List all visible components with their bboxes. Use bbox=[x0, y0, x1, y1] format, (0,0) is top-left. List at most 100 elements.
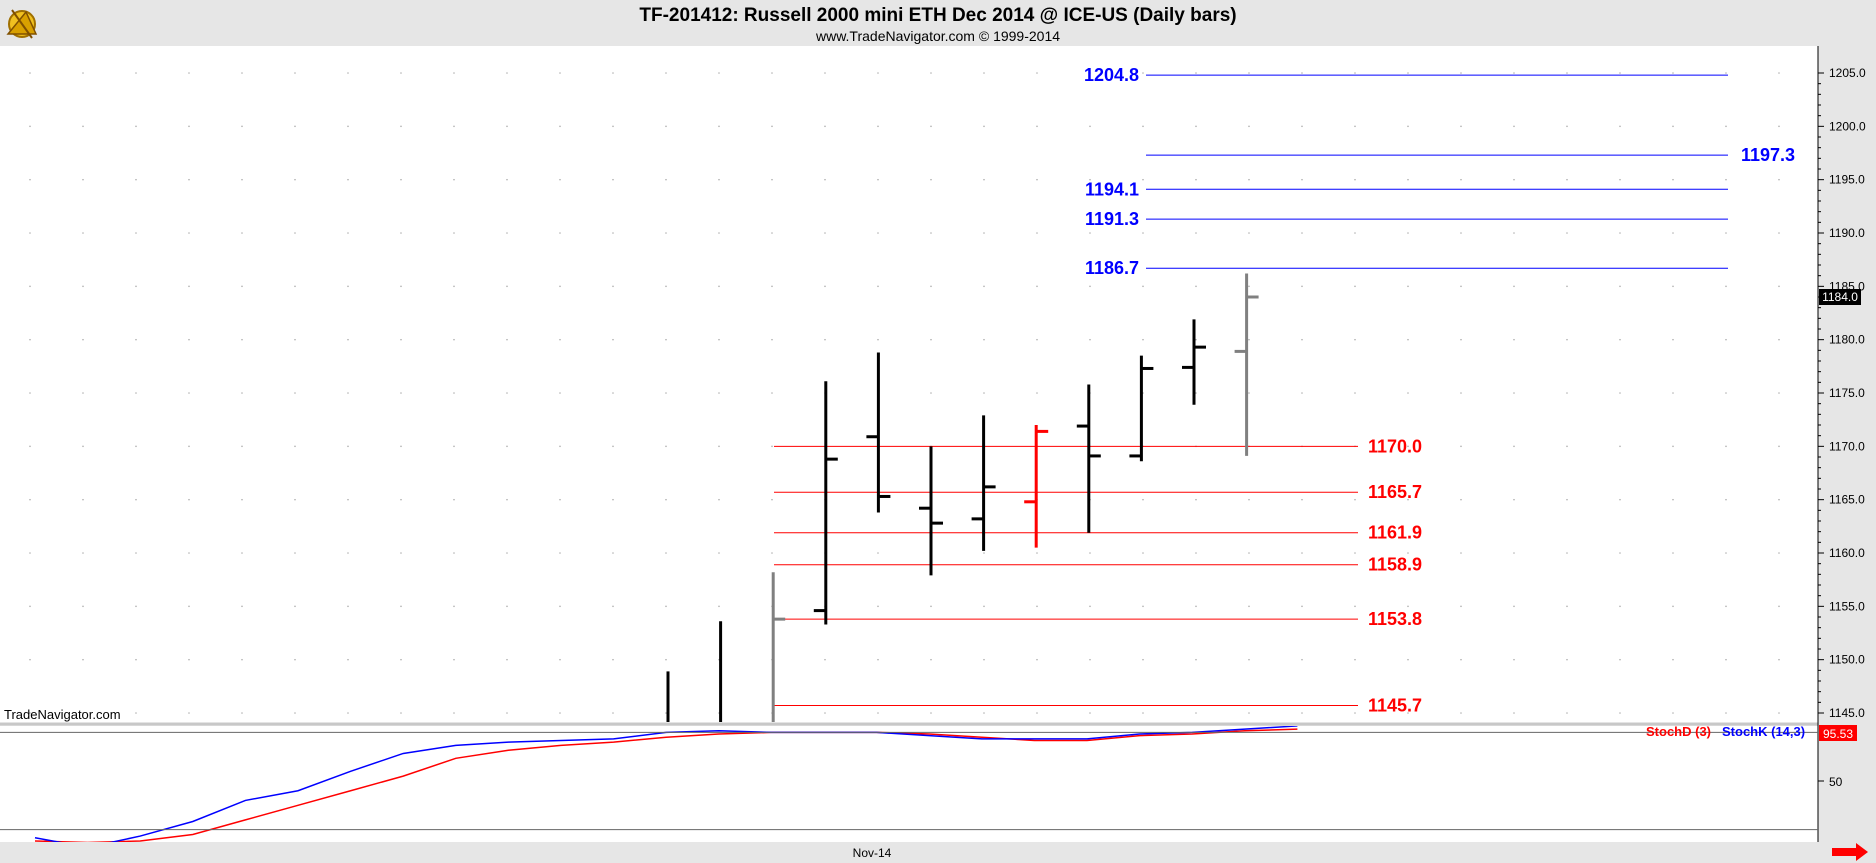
ohlc-bar bbox=[1024, 425, 1049, 548]
grid-dot bbox=[1407, 658, 1409, 661]
grid-dot bbox=[983, 605, 985, 608]
grid-dot bbox=[1672, 338, 1674, 341]
grid-dot bbox=[1460, 125, 1462, 128]
grid-dot bbox=[82, 552, 84, 554]
grid-dot bbox=[506, 445, 508, 448]
grid-dot bbox=[1672, 658, 1674, 661]
grid-dot bbox=[1778, 178, 1780, 181]
grid-dot bbox=[1725, 178, 1727, 181]
last-price-marker: 1184.0 bbox=[1819, 289, 1861, 305]
grid-dot bbox=[930, 125, 932, 128]
grid-dot bbox=[983, 72, 985, 74]
y-tick-label: 1175.0 bbox=[1829, 386, 1865, 400]
grid-dot bbox=[82, 445, 84, 448]
grid-dot bbox=[718, 552, 720, 554]
grid-dot bbox=[1195, 178, 1197, 181]
grid-dot bbox=[1513, 285, 1515, 288]
grid-dot bbox=[1195, 658, 1197, 661]
grid-dot bbox=[506, 232, 508, 234]
grid-dot bbox=[1513, 712, 1515, 714]
grid-dot bbox=[29, 712, 31, 714]
grid-dot bbox=[771, 392, 773, 394]
grid-dot bbox=[1725, 338, 1727, 341]
grid-dot bbox=[559, 552, 561, 554]
grid-dot bbox=[877, 712, 879, 714]
grid-dot bbox=[1407, 72, 1409, 74]
grid-dot bbox=[983, 552, 985, 554]
y-tick-label: 1150.0 bbox=[1829, 653, 1865, 667]
grid-dot bbox=[241, 498, 243, 501]
grid-dot bbox=[983, 658, 985, 661]
grid-dot bbox=[1619, 658, 1621, 661]
grid-dot bbox=[135, 445, 137, 448]
grid-dot bbox=[665, 605, 667, 608]
grid-dot bbox=[188, 392, 190, 394]
indicator-panel bbox=[0, 726, 1818, 842]
grid-dot bbox=[1460, 498, 1462, 501]
grid-dot bbox=[1619, 178, 1621, 181]
grid-dot bbox=[506, 125, 508, 128]
grid-dot bbox=[400, 392, 402, 394]
grid-dot bbox=[1407, 338, 1409, 341]
grid-dot bbox=[771, 338, 773, 341]
grid-dot bbox=[771, 125, 773, 128]
grid-dot bbox=[347, 125, 349, 128]
grid-dot bbox=[506, 338, 508, 341]
grid-dot bbox=[824, 72, 826, 74]
grid-dot bbox=[29, 125, 31, 128]
price-panel bbox=[0, 46, 1818, 723]
grid-dot bbox=[347, 552, 349, 554]
grid-dot bbox=[1195, 125, 1197, 128]
grid-dot bbox=[135, 72, 137, 74]
grid-dot bbox=[29, 338, 31, 341]
grid-dot bbox=[135, 498, 137, 501]
grid-dot bbox=[877, 72, 879, 74]
grid-dot bbox=[665, 178, 667, 181]
grid-dot bbox=[1195, 498, 1197, 501]
grid-dot bbox=[135, 658, 137, 661]
grid-dot bbox=[400, 445, 402, 448]
grid-dot bbox=[1036, 392, 1038, 394]
grid-dot bbox=[824, 338, 826, 341]
grid-dot bbox=[241, 658, 243, 661]
watermark: TradeNavigator.com bbox=[4, 707, 121, 722]
scroll-right-arrow-icon[interactable] bbox=[1832, 843, 1868, 861]
grid-dot bbox=[1672, 72, 1674, 74]
grid-dot bbox=[453, 658, 455, 661]
level-lines: 1204.8 1197.3 1194.1 1191.3 1186.7 1170.0 1165… bbox=[774, 65, 1795, 716]
grid-dot bbox=[771, 178, 773, 181]
level-label: 1170.0 bbox=[1368, 436, 1422, 456]
y-tick-label: 1160.0 bbox=[1829, 546, 1865, 560]
grid-dot bbox=[612, 605, 614, 608]
grid-dot bbox=[1354, 285, 1356, 288]
grid-dot bbox=[29, 232, 31, 234]
grid-dot bbox=[1089, 285, 1091, 288]
grid-dot bbox=[612, 125, 614, 128]
grid-dot bbox=[1195, 285, 1197, 288]
grid-dot bbox=[1301, 285, 1303, 288]
grid-dot bbox=[82, 712, 84, 714]
grid-dot bbox=[1460, 338, 1462, 341]
grid-dot bbox=[718, 232, 720, 234]
grid-dot bbox=[453, 445, 455, 448]
grid-dot bbox=[241, 72, 243, 74]
grid-dot bbox=[930, 178, 932, 181]
grid-dot bbox=[983, 178, 985, 181]
stoch-last-value-box bbox=[1819, 725, 1857, 741]
y-tick-label: 1190.0 bbox=[1829, 226, 1865, 240]
grid-dot bbox=[1089, 712, 1091, 714]
grid-dot bbox=[241, 125, 243, 128]
grid-dot bbox=[82, 605, 84, 608]
grid-dot bbox=[1460, 72, 1462, 74]
grid-dot bbox=[1513, 552, 1515, 554]
grid-dot bbox=[1566, 605, 1568, 608]
grid-dot bbox=[559, 178, 561, 181]
grid-dot bbox=[824, 285, 826, 288]
grid-dot bbox=[241, 392, 243, 394]
grid-dot bbox=[1142, 178, 1144, 181]
grid-dot bbox=[1778, 72, 1780, 74]
grid-dot bbox=[1354, 232, 1356, 234]
grid-dot bbox=[771, 285, 773, 288]
grid-dot bbox=[1248, 178, 1250, 181]
